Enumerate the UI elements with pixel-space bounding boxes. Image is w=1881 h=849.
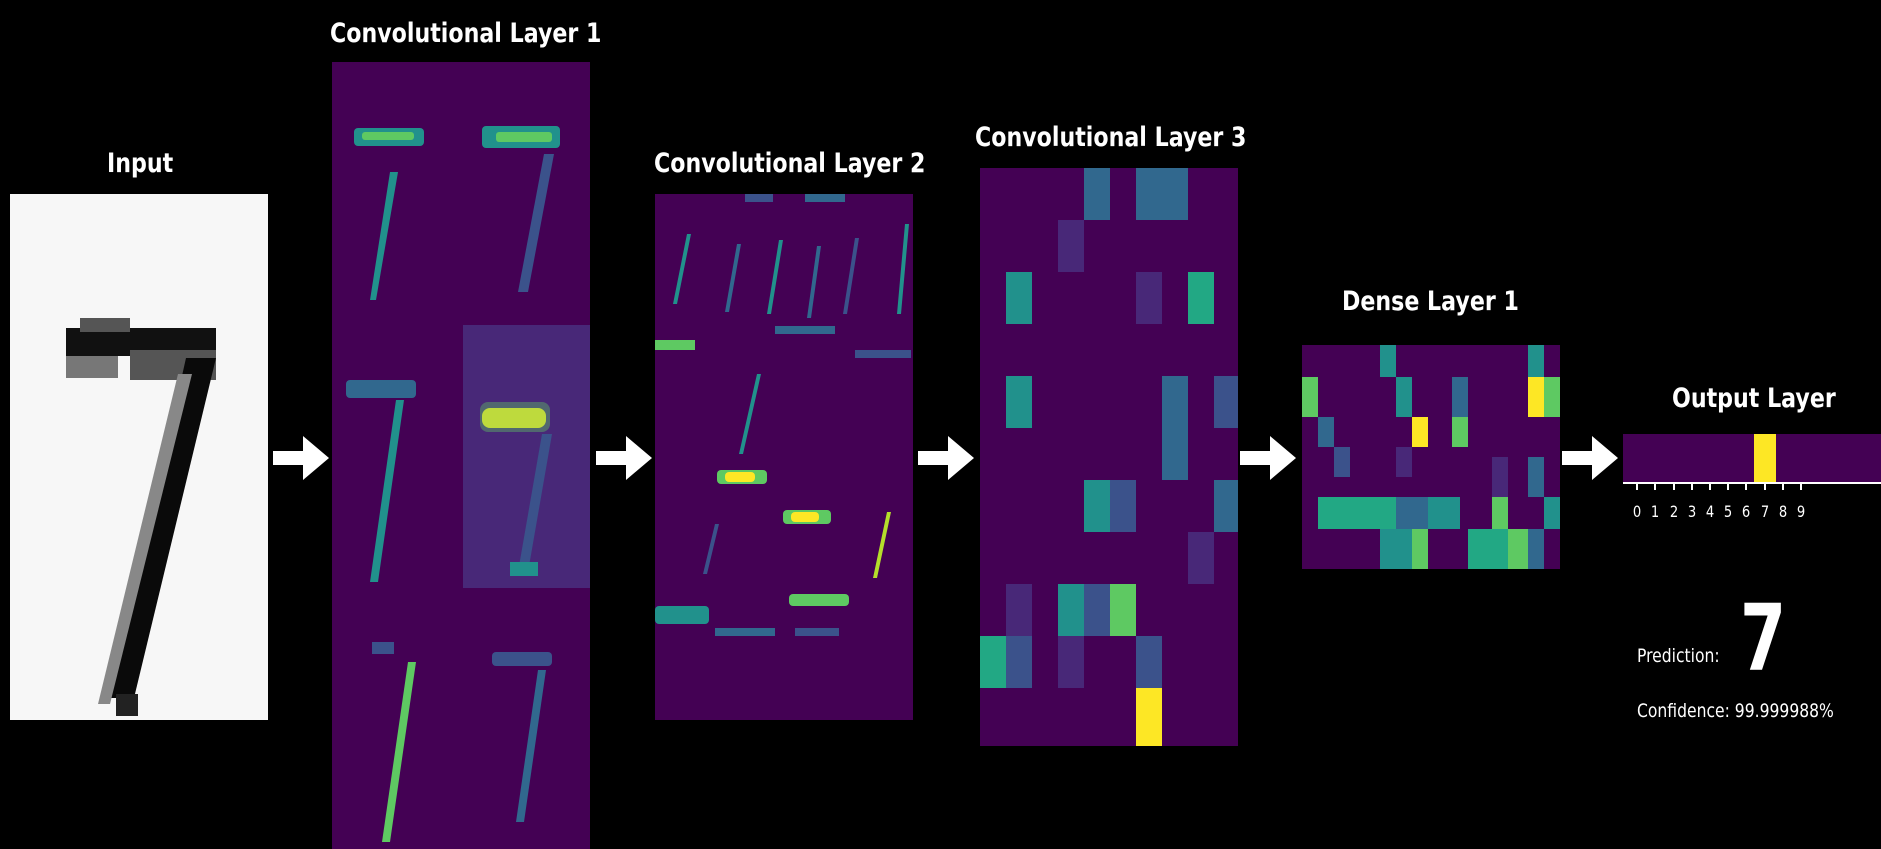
output-tick [1708, 484, 1711, 490]
output-axis-line [1623, 482, 1881, 484]
output-tick-label: 1 [1651, 502, 1660, 521]
output-tick-label: 9 [1796, 502, 1806, 521]
conv2-feature-maps [655, 194, 913, 720]
right-arrow-icon [1562, 436, 1618, 480]
output-tick-label: 3 [1687, 502, 1696, 521]
output-tick [1636, 484, 1639, 490]
output-tick-label: 7 [1760, 502, 1769, 521]
output-tick [1799, 484, 1802, 490]
digit-seven-graphic [66, 318, 216, 716]
output-tick-label: 4 [1705, 502, 1715, 521]
dense1-activation-map [1302, 345, 1560, 569]
right-arrow-icon [918, 436, 974, 480]
input-image [10, 194, 268, 720]
right-arrow-icon [596, 436, 652, 480]
output-tick [1654, 484, 1657, 490]
conv2-title: Convolutional Layer 2 [654, 148, 926, 179]
right-arrow-icon [1240, 436, 1296, 480]
output-tick [1745, 484, 1748, 490]
output-tick [1781, 484, 1784, 490]
output-cell-7 [1753, 434, 1776, 482]
output-title: Output Layer [1672, 383, 1836, 414]
input-title: Input [107, 148, 174, 179]
conv1-title: Convolutional Layer 1 [330, 18, 602, 49]
prediction-label: Prediction: [1637, 645, 1720, 667]
output-tick [1672, 484, 1675, 490]
conv1-feature-maps [332, 62, 590, 849]
output-tick-label: 0 [1632, 502, 1642, 521]
output-tick-label: 2 [1669, 502, 1678, 521]
output-tick [1727, 484, 1730, 490]
prediction-value: 7 [1740, 585, 1787, 692]
conv3-feature-maps [980, 168, 1238, 746]
output-tick [1690, 484, 1693, 490]
conv3-title: Convolutional Layer 3 [975, 122, 1247, 153]
output-tick-label: 8 [1778, 502, 1787, 521]
output-tick-label: 6 [1742, 502, 1751, 521]
output-tick [1763, 484, 1766, 490]
output-tick-label: 5 [1723, 502, 1733, 521]
right-arrow-icon [273, 436, 329, 480]
output-bar [1623, 434, 1881, 482]
dense1-title: Dense Layer 1 [1342, 286, 1519, 317]
confidence-text: Confidence: 99.999988% [1637, 700, 1834, 722]
